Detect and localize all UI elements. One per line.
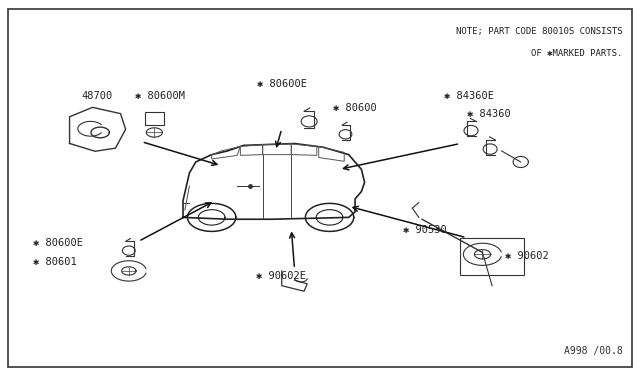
Bar bbox=[145, 112, 164, 125]
Text: ✱ 80600E: ✱ 80600E bbox=[33, 238, 83, 248]
Text: ✱ 80601: ✱ 80601 bbox=[33, 257, 77, 267]
Text: ✱ 90602E: ✱ 90602E bbox=[256, 272, 307, 282]
Text: NOTE; PART CODE 80010S CONSISTS: NOTE; PART CODE 80010S CONSISTS bbox=[456, 27, 623, 36]
Text: ✱ 90602: ✱ 90602 bbox=[505, 251, 548, 261]
Text: ✱ 80600M: ✱ 80600M bbox=[135, 90, 185, 100]
Text: 48700: 48700 bbox=[81, 90, 112, 100]
Text: A998 /00.8: A998 /00.8 bbox=[564, 346, 623, 356]
Text: ✱ 80600E: ✱ 80600E bbox=[257, 80, 307, 89]
Text: OF ✱MARKED PARTS.: OF ✱MARKED PARTS. bbox=[531, 49, 623, 58]
Bar bbox=[460, 238, 524, 275]
Text: ✱ 80600: ✱ 80600 bbox=[333, 103, 376, 113]
Text: ✱ 90530: ✱ 90530 bbox=[403, 225, 447, 235]
Text: ✱ 84360E: ✱ 84360E bbox=[444, 90, 494, 100]
Text: ✱ 84360: ✱ 84360 bbox=[467, 109, 510, 119]
